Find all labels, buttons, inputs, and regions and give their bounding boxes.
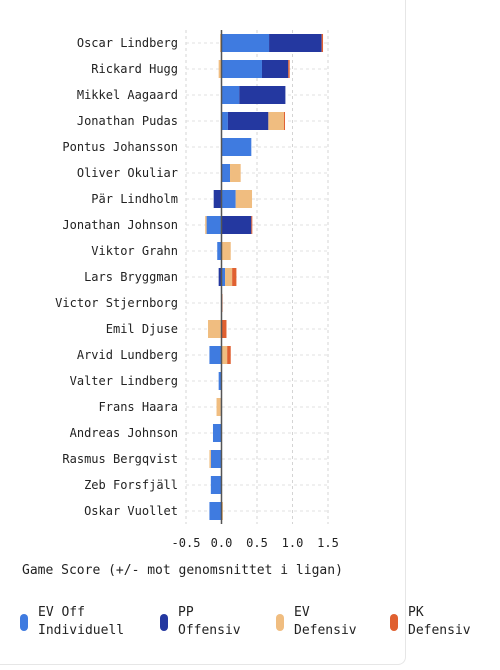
bar-segment[interactable]	[221, 242, 231, 260]
bar-segment[interactable]	[221, 190, 236, 208]
legend-item-pp-offensiv[interactable]: PP Offensiv	[160, 604, 241, 640]
bar-segment[interactable]	[221, 346, 228, 364]
y-tick-label: Oliver Okuliar	[77, 166, 178, 180]
legend-swatch	[276, 614, 284, 631]
y-tick-label: Victor Stjernborg	[55, 296, 178, 310]
legend-swatch	[390, 614, 398, 631]
y-tick-label: Pär Lindholm	[91, 192, 178, 206]
bar-segment[interactable]	[221, 86, 240, 104]
y-tick-label: Viktor Grahn	[91, 244, 178, 258]
bar-segment[interactable]	[210, 450, 222, 468]
legend-label: EV Defensiv	[294, 605, 357, 638]
bar-segment[interactable]	[212, 424, 222, 442]
bar-segment[interactable]	[221, 112, 228, 130]
bar-segment[interactable]	[216, 398, 221, 416]
card-border	[0, 0, 406, 665]
game-score-chart: -0.5 0.0 0.5 1.0 1.5 Oscar Lindberg Rickard Hu…	[55, 30, 339, 550]
y-tick-label: Andreas Johnson	[70, 426, 178, 440]
x-axis-title: Game Score (+/- mot genomsnittet i ligan…	[22, 563, 343, 578]
bar-segment[interactable]	[221, 138, 252, 156]
y-tick-label: Frans Haara	[99, 400, 178, 414]
bar-segment[interactable]	[239, 86, 286, 104]
bar-segment[interactable]	[288, 60, 290, 78]
bar-segment[interactable]	[269, 34, 322, 52]
bar-segment[interactable]	[221, 320, 227, 338]
bar-segment[interactable]	[321, 34, 324, 52]
legend: EV Off Individuell PP Offensiv EV Defens…	[20, 604, 490, 654]
legend-label: PK Defensiv	[408, 605, 471, 638]
bar-segment[interactable]	[235, 190, 253, 208]
bar-segment[interactable]	[218, 372, 222, 390]
legend-label: PP Offensiv	[178, 605, 241, 638]
bar-segment[interactable]	[225, 268, 233, 286]
bar-segment[interactable]	[221, 34, 270, 52]
y-tick-label: Lars Bryggman	[84, 270, 178, 284]
x-tick-label: -0.5	[172, 536, 201, 550]
bar-segment[interactable]	[283, 112, 285, 130]
y-tick-label: Emil Djuse	[106, 322, 178, 336]
bar-segment[interactable]	[210, 476, 222, 494]
y-tick-label: Oskar Vuollet	[84, 504, 178, 518]
bar-segment[interactable]	[206, 216, 222, 234]
legend-item-ev-defensiv[interactable]: EV Defensiv	[276, 604, 357, 640]
legend-item-pk-defensiv[interactable]: PK Defensiv	[390, 604, 471, 640]
bar-segment[interactable]	[213, 190, 222, 208]
legend-swatch	[160, 614, 168, 631]
bar-segment[interactable]	[227, 112, 269, 130]
bar-segment[interactable]	[218, 268, 222, 286]
x-tick-label: 0.0	[211, 536, 233, 550]
y-tick-label: Rasmus Bergqvist	[62, 452, 178, 466]
x-tick-label: 1.5	[317, 536, 339, 550]
bar-segment[interactable]	[221, 164, 231, 182]
y-tick-label: Jonathan Johnson	[62, 218, 178, 232]
bar-segment[interactable]	[221, 268, 226, 286]
y-tick-label: Mikkel Aagaard	[77, 88, 178, 102]
bar-segment[interactable]	[208, 320, 222, 338]
legend-item-ev-off-individuell[interactable]: EV Off Individuell	[20, 604, 124, 640]
legend-label: EV Off Individuell	[38, 605, 125, 638]
bar-segment[interactable]	[232, 268, 237, 286]
y-tick-label: Oscar Lindberg	[77, 36, 178, 50]
y-tick-label: Valter Lindberg	[70, 374, 178, 388]
bar-segment[interactable]	[221, 60, 262, 78]
bar-segment[interactable]	[218, 60, 222, 78]
bar-segment[interactable]	[230, 164, 241, 182]
legend-swatch	[20, 614, 28, 631]
bar-segment[interactable]	[209, 346, 222, 364]
bar-segment[interactable]	[205, 216, 207, 234]
bar-segment[interactable]	[221, 216, 252, 234]
bar-segment[interactable]	[261, 60, 289, 78]
bar-segment[interactable]	[217, 242, 222, 260]
bar-segment[interactable]	[251, 216, 253, 234]
bar-segment[interactable]	[209, 450, 211, 468]
y-tick-label: Arvid Lundberg	[77, 348, 178, 362]
bar-segment[interactable]	[209, 502, 222, 520]
bar-segment[interactable]	[268, 112, 284, 130]
x-tick-label: 1.0	[282, 536, 304, 550]
y-tick-label: Rickard Hugg	[91, 62, 178, 76]
y-tick-label: Zeb Forsfjäll	[84, 478, 178, 492]
y-tick-label: Pontus Johansson	[62, 140, 178, 154]
x-tick-label: 0.5	[246, 536, 268, 550]
y-tick-label: Jonathan Pudas	[77, 114, 178, 128]
bar-segment[interactable]	[227, 346, 231, 364]
